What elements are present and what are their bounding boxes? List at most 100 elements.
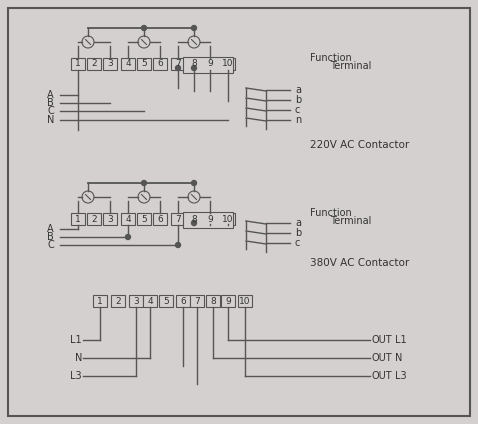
- Bar: [137, 213, 151, 225]
- Bar: [190, 295, 204, 307]
- Text: 9: 9: [225, 296, 231, 306]
- Bar: [238, 295, 252, 307]
- Bar: [221, 213, 235, 225]
- Bar: [71, 58, 85, 70]
- Bar: [87, 58, 101, 70]
- Text: A: A: [47, 90, 54, 100]
- Text: 2: 2: [115, 296, 121, 306]
- Text: L3: L3: [395, 371, 407, 381]
- Text: 1: 1: [75, 215, 81, 223]
- Bar: [171, 58, 185, 70]
- Circle shape: [188, 191, 200, 203]
- Bar: [203, 58, 217, 70]
- Bar: [153, 213, 167, 225]
- Text: 3: 3: [107, 215, 113, 223]
- Text: b: b: [295, 95, 301, 105]
- Bar: [143, 295, 157, 307]
- Text: c: c: [295, 105, 300, 115]
- Circle shape: [141, 181, 146, 186]
- Text: 10: 10: [222, 215, 234, 223]
- Text: n: n: [295, 115, 301, 125]
- Text: 4: 4: [125, 59, 131, 69]
- Text: B: B: [47, 98, 54, 108]
- Bar: [121, 58, 135, 70]
- Circle shape: [126, 234, 130, 240]
- Text: 380V AC Contactor: 380V AC Contactor: [310, 258, 409, 268]
- Text: c: c: [295, 238, 300, 248]
- Text: A: A: [47, 224, 54, 234]
- Text: N: N: [75, 353, 82, 363]
- Circle shape: [192, 65, 196, 70]
- Text: 7: 7: [194, 296, 200, 306]
- Bar: [103, 213, 117, 225]
- Circle shape: [192, 181, 196, 186]
- Bar: [111, 295, 125, 307]
- Text: 5: 5: [141, 59, 147, 69]
- Text: 10: 10: [239, 296, 251, 306]
- Bar: [183, 57, 233, 73]
- Text: 1: 1: [97, 296, 103, 306]
- Circle shape: [138, 36, 150, 48]
- Bar: [176, 295, 190, 307]
- Bar: [159, 295, 173, 307]
- Text: Terminal: Terminal: [330, 61, 371, 71]
- Text: N: N: [395, 353, 402, 363]
- Text: 9: 9: [207, 59, 213, 69]
- Text: a: a: [295, 218, 301, 228]
- Text: 220V AC Contactor: 220V AC Contactor: [310, 140, 409, 150]
- Text: 7: 7: [175, 215, 181, 223]
- Text: 6: 6: [180, 296, 186, 306]
- Text: Function: Function: [310, 53, 352, 63]
- Text: b: b: [295, 228, 301, 238]
- Text: L3: L3: [70, 371, 82, 381]
- Text: Terminal: Terminal: [330, 216, 371, 226]
- Circle shape: [138, 191, 150, 203]
- Text: 1: 1: [75, 59, 81, 69]
- Bar: [221, 295, 235, 307]
- Text: 8: 8: [191, 59, 197, 69]
- Bar: [183, 212, 233, 228]
- Text: 5: 5: [163, 296, 169, 306]
- Circle shape: [175, 243, 181, 248]
- Text: 2: 2: [91, 215, 97, 223]
- Text: 5: 5: [141, 215, 147, 223]
- Text: C: C: [47, 240, 54, 250]
- Text: 6: 6: [157, 215, 163, 223]
- Text: 2: 2: [91, 59, 97, 69]
- Text: 10: 10: [222, 59, 234, 69]
- Circle shape: [82, 191, 94, 203]
- Text: 9: 9: [207, 215, 213, 223]
- Text: L1: L1: [70, 335, 82, 345]
- Text: 3: 3: [107, 59, 113, 69]
- Bar: [87, 213, 101, 225]
- Text: 3: 3: [133, 296, 139, 306]
- Circle shape: [82, 36, 94, 48]
- Bar: [221, 58, 235, 70]
- Text: L1: L1: [395, 335, 407, 345]
- Text: a: a: [295, 85, 301, 95]
- Bar: [93, 295, 107, 307]
- Text: 6: 6: [157, 59, 163, 69]
- Text: 4: 4: [125, 215, 131, 223]
- Text: B: B: [47, 232, 54, 242]
- Bar: [171, 213, 185, 225]
- Circle shape: [175, 65, 181, 70]
- Circle shape: [141, 25, 146, 31]
- Text: OUT: OUT: [372, 353, 392, 363]
- Bar: [71, 213, 85, 225]
- Bar: [103, 58, 117, 70]
- Text: 7: 7: [175, 59, 181, 69]
- Bar: [187, 213, 201, 225]
- Bar: [153, 58, 167, 70]
- Circle shape: [192, 220, 196, 226]
- Bar: [187, 58, 201, 70]
- Text: Function: Function: [310, 208, 352, 218]
- Text: 8: 8: [191, 215, 197, 223]
- Bar: [137, 58, 151, 70]
- Circle shape: [188, 36, 200, 48]
- Text: OUT: OUT: [372, 371, 392, 381]
- Text: 8: 8: [210, 296, 216, 306]
- Bar: [206, 295, 220, 307]
- Text: OUT: OUT: [372, 335, 392, 345]
- Bar: [129, 295, 143, 307]
